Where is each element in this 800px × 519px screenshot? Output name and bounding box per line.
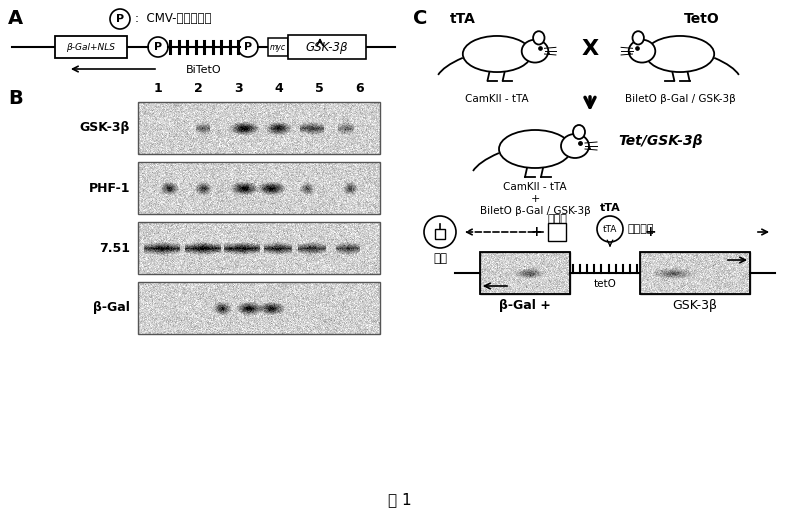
Bar — [480, 252, 570, 294]
Text: BiletO β-Gal / GSK-3β: BiletO β-Gal / GSK-3β — [480, 206, 590, 216]
Bar — [548, 223, 566, 241]
Text: （活化）: （活化） — [627, 224, 654, 234]
Ellipse shape — [533, 31, 545, 45]
Bar — [55, 36, 127, 58]
Bar — [288, 35, 366, 59]
Text: tTA: tTA — [600, 203, 620, 213]
Text: BiTetO: BiTetO — [186, 65, 222, 75]
Bar — [138, 282, 380, 334]
Text: P: P — [116, 14, 124, 24]
Bar — [480, 252, 570, 294]
Text: 四环素: 四环素 — [547, 214, 567, 224]
Text: 钝化: 钝化 — [433, 252, 447, 265]
Ellipse shape — [573, 125, 585, 139]
Text: 1: 1 — [154, 82, 162, 95]
Text: myc: myc — [270, 43, 286, 51]
Text: BiletO β-Gal / GSK-3β: BiletO β-Gal / GSK-3β — [625, 94, 735, 104]
Text: GSK-3β: GSK-3β — [80, 121, 130, 134]
Bar — [640, 252, 750, 294]
Text: P: P — [244, 42, 252, 52]
Ellipse shape — [561, 134, 589, 158]
Text: 7.51: 7.51 — [99, 241, 130, 254]
Text: 2: 2 — [194, 82, 203, 95]
Text: tTA: tTA — [450, 12, 476, 26]
Text: TetO: TetO — [684, 12, 720, 26]
Bar — [640, 252, 750, 294]
Bar — [138, 102, 380, 154]
Ellipse shape — [499, 130, 571, 168]
Text: PHF-1: PHF-1 — [89, 182, 130, 195]
Text: +: + — [530, 194, 540, 204]
Ellipse shape — [633, 31, 644, 45]
Text: GSK-3β: GSK-3β — [673, 299, 718, 312]
Ellipse shape — [462, 36, 531, 72]
Text: 4: 4 — [274, 82, 283, 95]
Text: +: + — [644, 225, 656, 239]
Text: C: C — [413, 9, 427, 28]
Ellipse shape — [646, 36, 714, 72]
Text: tetO: tetO — [594, 279, 617, 289]
Text: CamKII - tTA: CamKII - tTA — [503, 182, 567, 192]
Text: 3: 3 — [234, 82, 243, 95]
Text: :  CMV-最小启动子: : CMV-最小启动子 — [135, 12, 211, 25]
Text: β-Gal +: β-Gal + — [499, 299, 551, 312]
Text: P: P — [154, 42, 162, 52]
Text: tTA: tTA — [603, 225, 617, 234]
Text: CamKII - tTA: CamKII - tTA — [465, 94, 529, 104]
Bar — [138, 222, 380, 274]
Text: 图 1: 图 1 — [388, 492, 412, 507]
Text: B: B — [8, 89, 22, 108]
Text: β-Gal: β-Gal — [93, 302, 130, 315]
Ellipse shape — [629, 40, 655, 63]
Bar — [435, 229, 445, 239]
Text: X: X — [582, 39, 598, 59]
Text: 6: 6 — [355, 82, 364, 95]
Ellipse shape — [522, 40, 548, 63]
Text: Tet/GSK-3β: Tet/GSK-3β — [618, 134, 702, 148]
Text: A: A — [8, 9, 23, 28]
Bar — [138, 162, 380, 214]
Text: +: + — [530, 225, 542, 239]
Text: 5: 5 — [315, 82, 324, 95]
Text: β-Gal+NLS: β-Gal+NLS — [66, 43, 115, 51]
Bar — [268, 38, 288, 56]
Text: GSK-3β: GSK-3β — [306, 40, 348, 53]
